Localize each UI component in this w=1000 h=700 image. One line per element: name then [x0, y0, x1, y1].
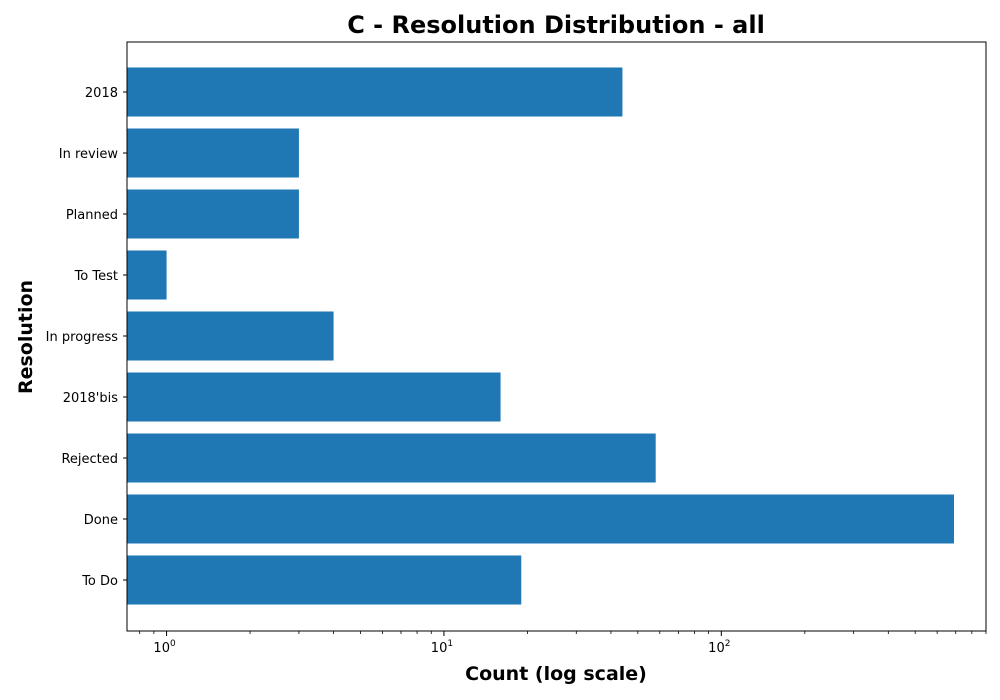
y-tick-label: In progress: [46, 330, 119, 345]
bar-in-progress: [127, 311, 334, 361]
y-tick-label: In review: [59, 147, 119, 162]
y-tick-label: Rejected: [61, 452, 118, 467]
y-tick-label: To Do: [81, 574, 118, 589]
bar-in-review: [127, 128, 299, 178]
x-tick-label: 101: [431, 639, 453, 656]
x-axis-ticks: 100 101 102: [139, 631, 987, 656]
x-tick-exponent: 2: [725, 639, 731, 649]
x-tick-exponent: 0: [170, 639, 176, 649]
y-tick-label: Planned: [66, 208, 118, 223]
x-tick-base: 10: [708, 641, 725, 656]
y-tick-label: Done: [84, 513, 118, 528]
chart-title: C - Resolution Distribution - all: [347, 11, 765, 39]
y-tick-label: 2018'bis: [63, 391, 119, 406]
x-axis-label: Count (log scale): [465, 663, 647, 685]
x-tick-label: 102: [708, 639, 730, 656]
bars: [127, 67, 954, 605]
y-tick-label: 2018: [85, 86, 118, 101]
x-tick-exponent: 1: [447, 639, 453, 649]
y-axis-label: Resolution: [15, 280, 37, 394]
y-axis-ticks: To Do Done Rejected 2018'bis In progress To T…: [46, 86, 127, 589]
bar-done: [127, 494, 954, 544]
bar-planned: [127, 189, 299, 239]
y-tick-label: To Test: [74, 269, 118, 284]
bar-rejected: [127, 433, 656, 483]
bar-2018-bis: [127, 372, 501, 422]
x-tick-label: 100: [153, 639, 176, 656]
bar-to-test: [127, 250, 167, 300]
bar-to-do: [127, 555, 522, 605]
bar-2018: [127, 67, 623, 117]
x-tick-base: 10: [431, 641, 448, 656]
x-tick-base: 10: [153, 641, 170, 656]
